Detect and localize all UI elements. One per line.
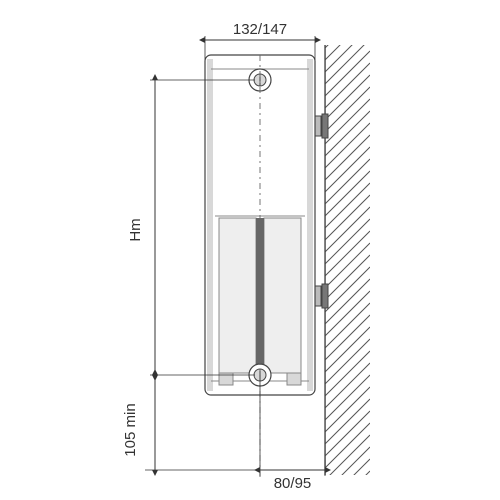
wall-hatched — [325, 0, 370, 500]
dimension-label: Hm — [127, 218, 144, 241]
dimension-label: 105 min — [122, 403, 139, 456]
dimension-label: 80/95 — [274, 475, 312, 492]
radiator-side-diagram: 132/147 Hm 105 min 80/95 — [0, 0, 500, 500]
dimension-label: 132/147 — [233, 21, 287, 38]
